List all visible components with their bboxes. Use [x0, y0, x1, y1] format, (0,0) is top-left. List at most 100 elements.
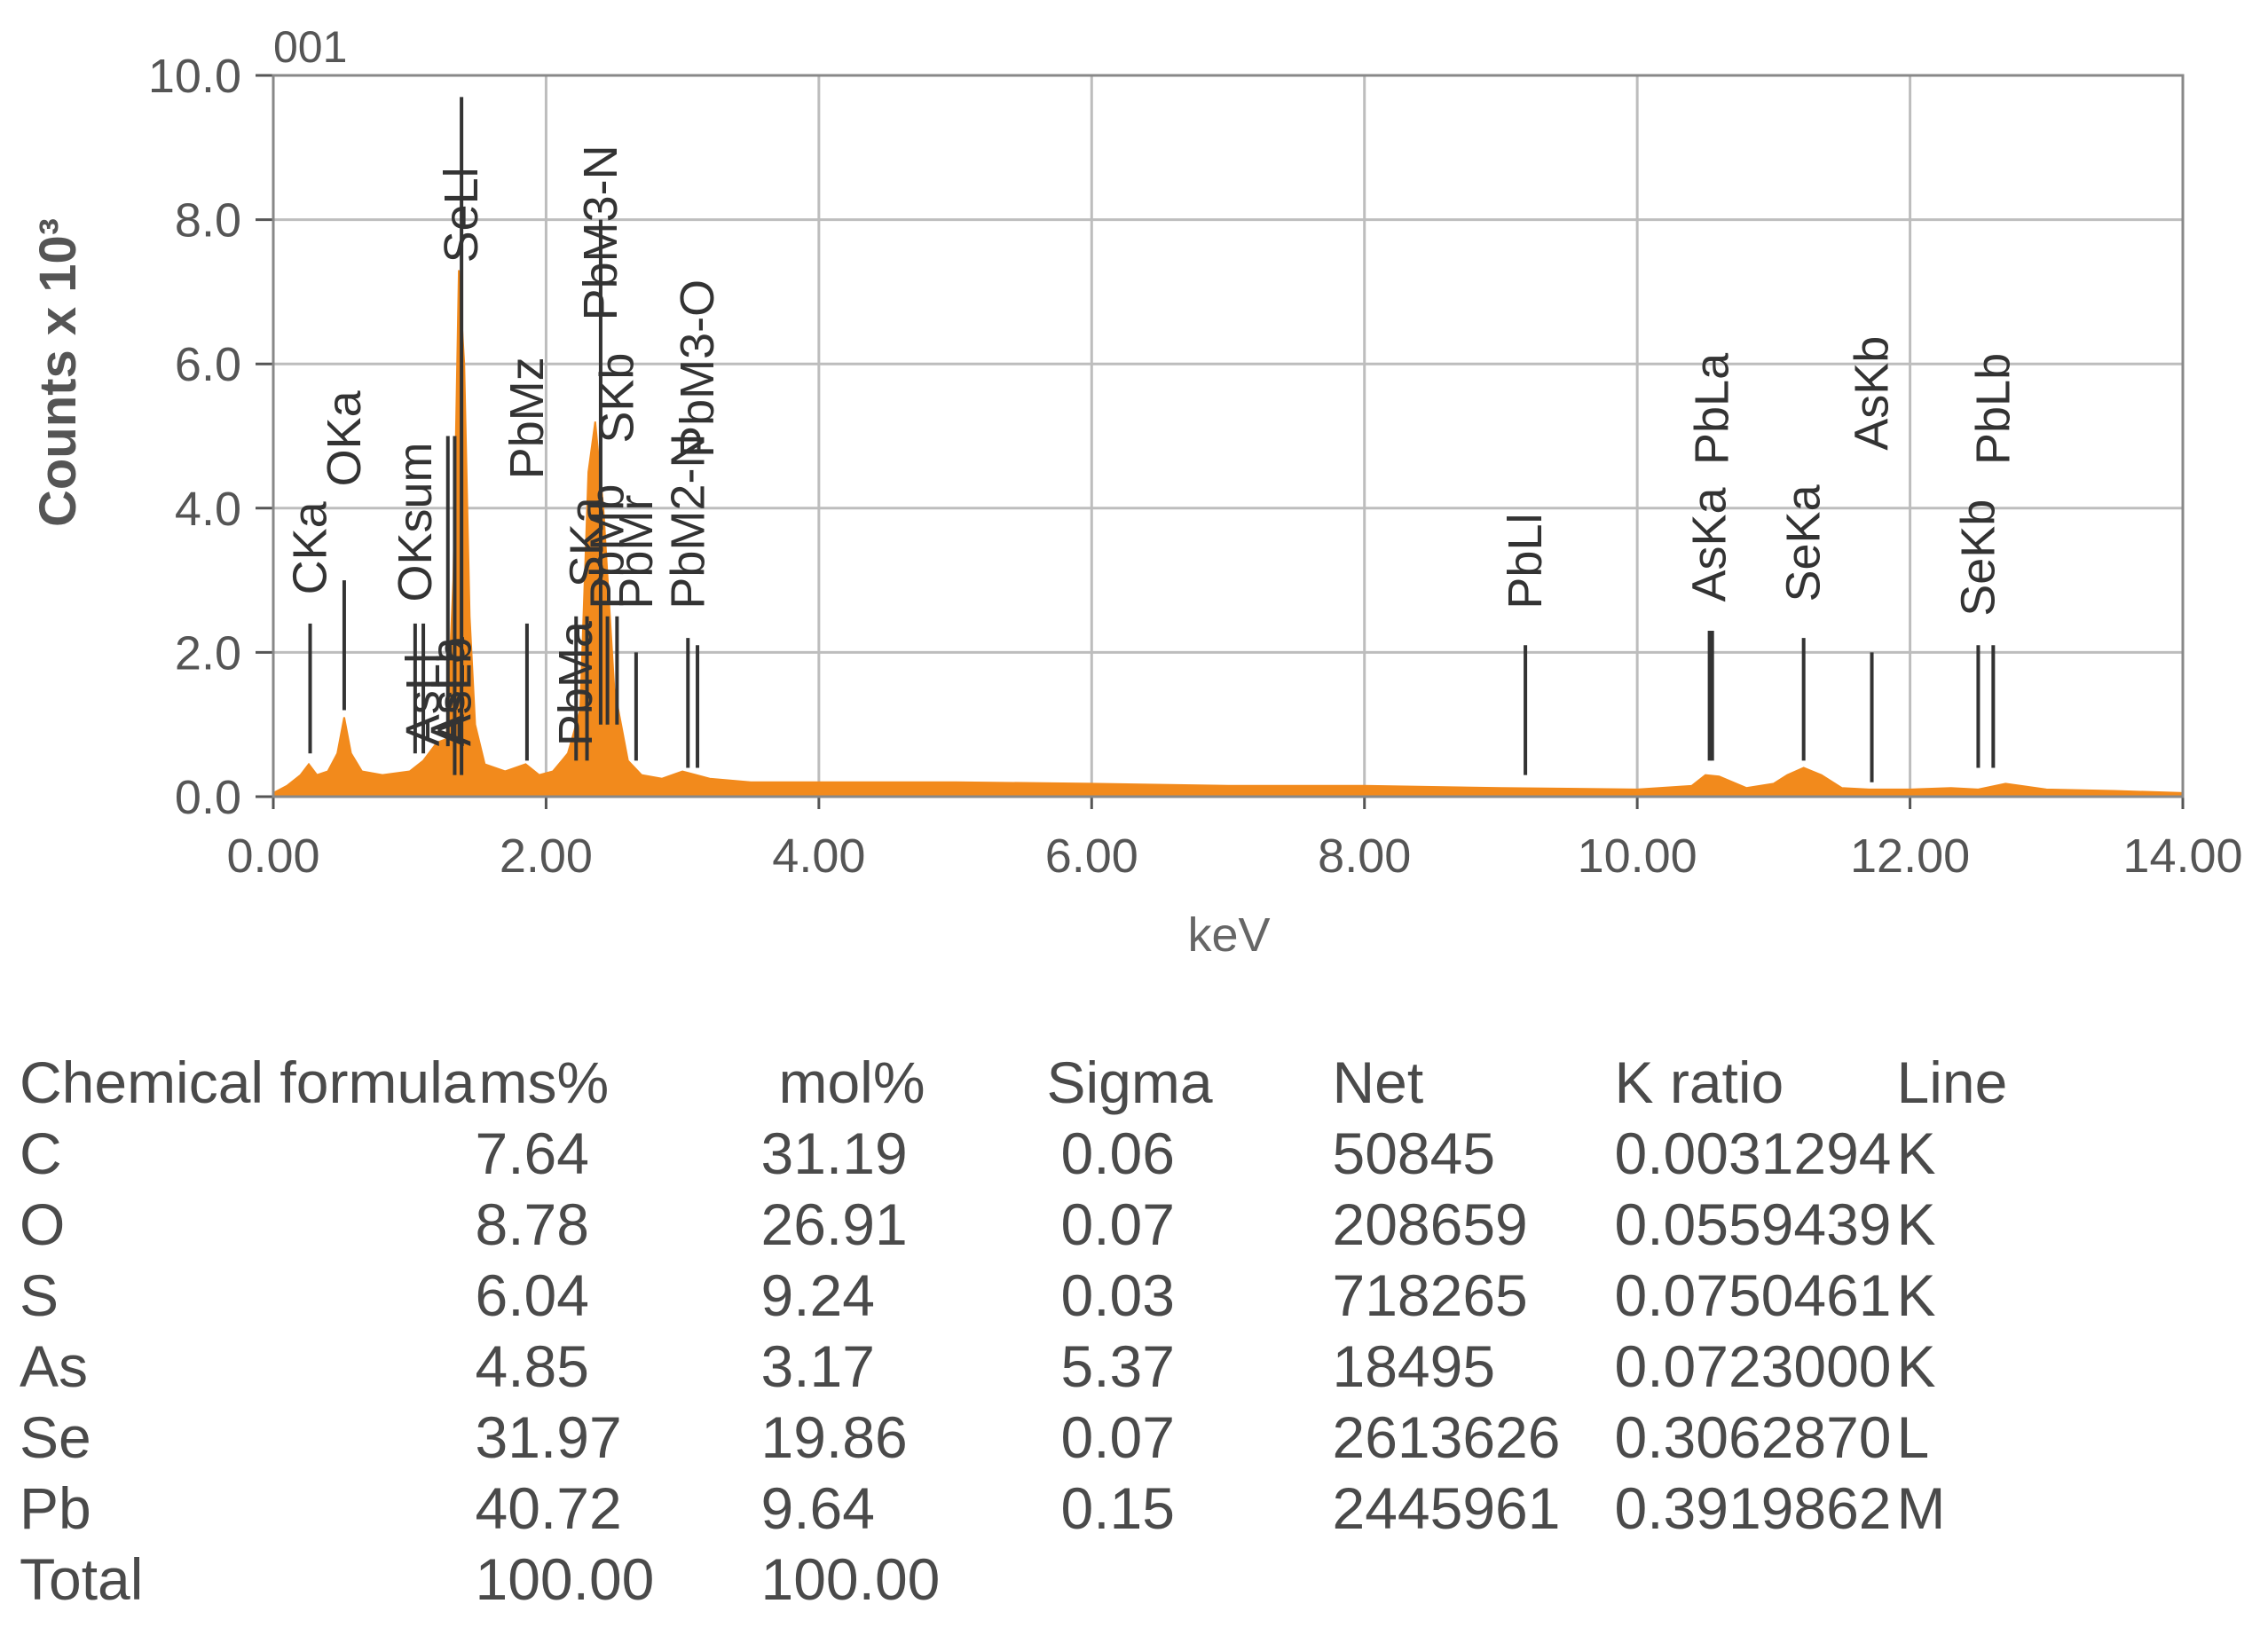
table-header-row: Chemical formula ms% mol% Sigma Net K ra…	[20, 1047, 2075, 1118]
peak-label: OKa	[318, 389, 371, 486]
peak-label: AsLa	[421, 636, 475, 746]
cell-line	[1897, 1544, 2075, 1615]
spectrum-area	[272, 270, 2184, 798]
peak-label: AsKb	[1846, 336, 1899, 451]
spectrum-series	[272, 270, 2184, 798]
table-row: Se 31.97 19.86 0.07 2613626 0.3062870 L	[20, 1402, 2075, 1473]
x-tick-label: 12.00	[1850, 829, 1970, 883]
header-ms-percent: ms%	[478, 1049, 610, 1115]
header-line: Line	[1896, 1049, 2008, 1115]
table-row: S 6.04 9.24 0.03 718265 0.0750461 K	[20, 1260, 2075, 1331]
cell-element: As	[20, 1333, 89, 1399]
cell-net: 0.0723000	[1614, 1333, 1892, 1399]
cell-mol-percent: 0.03	[1060, 1262, 1175, 1328]
peak-markers: CKaOKaOKsumAsLlAsLaAsLbSeLlPbMzPbMaSKaPb…	[284, 97, 2020, 782]
table-row: C 7.64 31.19 0.06 50845 0.0031294 K	[20, 1118, 2075, 1189]
table-body: C 7.64 31.19 0.06 50845 0.0031294 K O 8.78 26.91 0…	[20, 1118, 2075, 1615]
table-row: As 4.85 3.17 5.37 18495 0.0723000 K	[20, 1331, 2075, 1402]
peak-label: AsKa	[1683, 486, 1736, 601]
cell-net: 0.0559439	[1614, 1191, 1892, 1257]
cell-sigma: 18495	[1332, 1333, 1496, 1399]
cell-net: 0.3062870	[1614, 1404, 1892, 1470]
header-mol-percent: mol%	[778, 1049, 925, 1115]
peak-label: PbMa	[549, 620, 602, 746]
cell-sigma: 2613626	[1332, 1404, 1561, 1470]
cell-line: K	[1896, 1262, 1936, 1328]
cell-mol-percent: 0.15	[1060, 1475, 1175, 1541]
y-tick-label: 10.0	[148, 50, 241, 103]
cell-ms-percent: 100.00	[760, 1546, 941, 1612]
cell-mass-value: 4.85	[475, 1333, 589, 1399]
cell-element: Pb	[20, 1475, 91, 1541]
plot-frame	[272, 74, 2185, 798]
cell-mass-value: 7.64	[475, 1120, 589, 1186]
table-row: Total 100.00 100.00	[20, 1544, 2075, 1615]
header-chemical-formula: Chemical formula	[20, 1049, 476, 1115]
composition-table: Chemical formula ms% mol% Sigma Net K ra…	[20, 1047, 2075, 1615]
cell-sigma: 2445961	[1332, 1475, 1561, 1541]
peak-label: PbMr	[610, 495, 663, 609]
cell-line: K	[1896, 1191, 1936, 1257]
cell-sigma	[1333, 1544, 1615, 1615]
chart-title: 001	[273, 22, 347, 72]
cell-ms-percent: 31.19	[760, 1120, 908, 1186]
cell-line: M	[1896, 1475, 1946, 1541]
peak-label: CKa	[284, 500, 337, 594]
cell-net: 0.3919862	[1614, 1475, 1892, 1541]
header-sigma: Sigma	[1046, 1049, 1213, 1115]
peak-label: PbLa	[1686, 352, 1739, 465]
peak-label: SKb	[590, 353, 643, 444]
eds-spectrum-chart: CKaOKaOKsumAsLlAsLaAsLbSeLlPbMzPbMaSKaPb…	[29, 22, 2243, 962]
peak-label: SKa	[561, 496, 614, 587]
cell-mass-value: 40.72	[475, 1475, 622, 1541]
cell-element: O	[20, 1191, 66, 1257]
table-row: O 8.78 26.91 0.07 208659 0.0559439 K	[20, 1189, 2075, 1260]
peak-label: AsLl	[397, 653, 450, 746]
cell-ms-percent: 9.64	[760, 1475, 875, 1541]
peak-label: OKsum	[389, 442, 442, 601]
cell-mol-percent	[1047, 1544, 1333, 1615]
cell-element: Se	[20, 1404, 91, 1470]
header-k-ratio: K ratio	[1614, 1049, 1784, 1115]
y-tick-label: 4.0	[175, 483, 241, 536]
cell-ms-percent: 19.86	[760, 1404, 908, 1470]
cell-sigma: 208659	[1332, 1191, 1528, 1257]
cell-mass-value: 31.97	[475, 1404, 622, 1470]
x-tick-label: 14.00	[2122, 829, 2242, 883]
x-tick-label: 2.00	[500, 829, 593, 883]
cell-line: K	[1896, 1333, 1936, 1399]
table-row: Pb 40.72 9.64 0.15 2445961 0.3919862 M	[20, 1473, 2075, 1544]
x-tick-label: 8.00	[1318, 829, 1411, 883]
cell-mass-value: 8.78	[475, 1191, 589, 1257]
y-tick-label: 2.0	[175, 626, 241, 680]
cell-ms-percent: 3.17	[760, 1333, 875, 1399]
peak-label: PbM3-O	[671, 279, 724, 458]
cell-mol-percent: 0.06	[1060, 1120, 1175, 1186]
cell-mol-percent: 5.37	[1060, 1333, 1175, 1399]
peak-label: AsLb	[428, 637, 481, 746]
cell-mol-percent: 0.07	[1060, 1191, 1175, 1257]
peak-label: PbM3-N	[574, 145, 627, 320]
cell-ms-percent: 26.91	[760, 1191, 908, 1257]
cell-mass-value: 6.04	[475, 1262, 589, 1328]
peak-label: SeKa	[1777, 483, 1831, 601]
cell-sigma: 50845	[1332, 1120, 1496, 1186]
cell-line: L	[1896, 1404, 1930, 1470]
y-axis-label: Counts x 10³	[29, 218, 87, 527]
cell-ms-percent: 9.24	[760, 1262, 875, 1328]
peak-label: SeKb	[1951, 499, 2004, 617]
x-axis-label: keV	[1187, 908, 1270, 962]
x-tick-label: 4.00	[772, 829, 865, 883]
cell-element: C	[20, 1120, 62, 1186]
cell-sigma: 718265	[1332, 1262, 1528, 1328]
peak-label: PbLb	[1966, 353, 2020, 465]
cell-mol-percent: 0.07	[1060, 1404, 1175, 1470]
y-tick-label: 8.0	[175, 194, 241, 248]
chart-axes: 0.00 2.00 4.00 6.00 8.00 10.00 12.00 14.00 0.0 2.…	[148, 50, 2243, 883]
cell-mass-value: 100.00	[475, 1546, 655, 1612]
peak-label: PbMb	[581, 484, 634, 609]
x-tick-label: 10.00	[1578, 829, 1697, 883]
y-tick-label: 0.0	[175, 771, 241, 824]
cell-element: Total	[20, 1546, 144, 1612]
x-tick-label: 6.00	[1045, 829, 1138, 883]
